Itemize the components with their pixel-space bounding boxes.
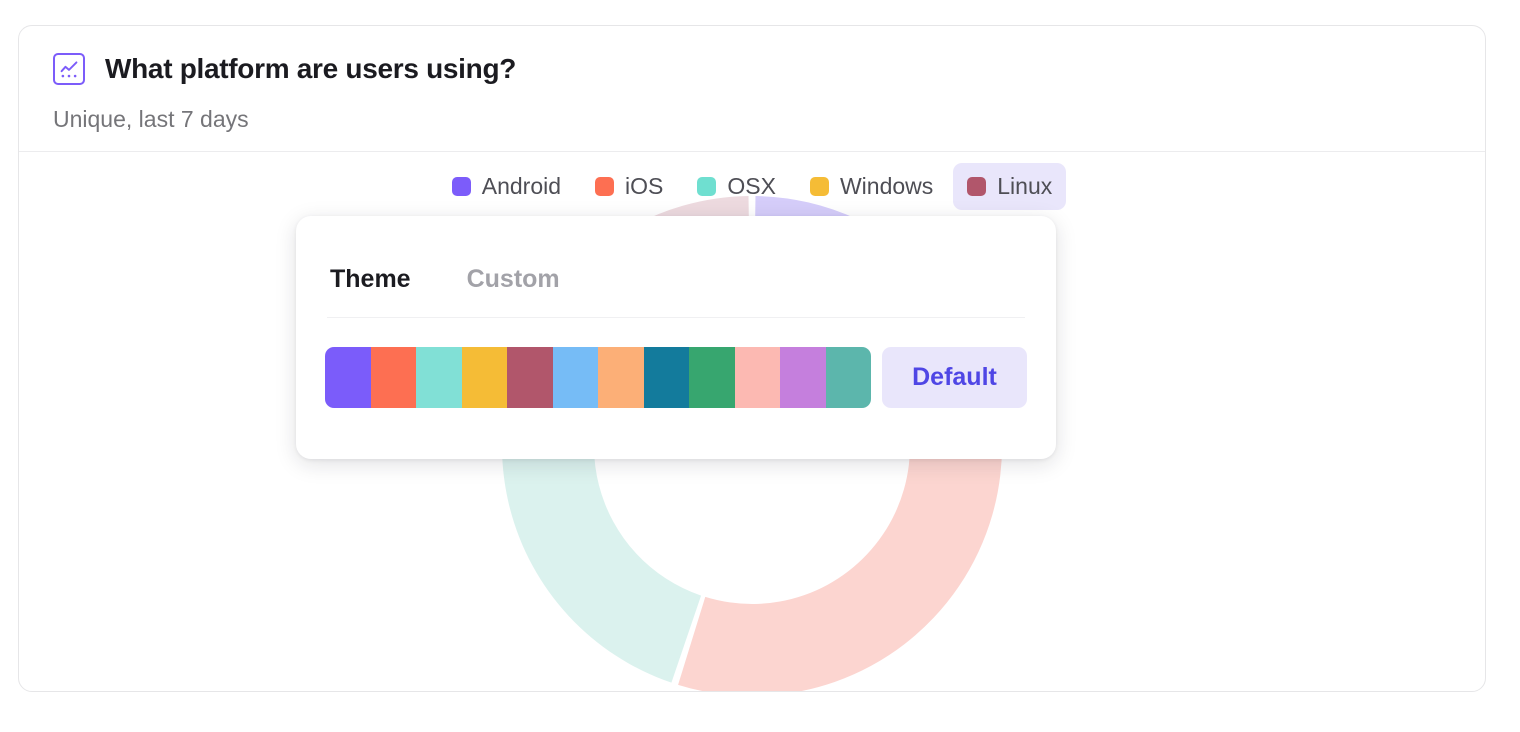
card-header: What platform are users using? Unique, l… <box>19 26 1485 152</box>
legend-item-label: Linux <box>997 173 1053 199</box>
palette-color-0[interactable] <box>325 347 371 408</box>
legend-item-label: Android <box>481 173 562 199</box>
palette-color-2[interactable] <box>416 347 462 408</box>
palette-color-8[interactable] <box>689 347 735 408</box>
palette-color-1[interactable] <box>370 347 416 408</box>
popup-tab-theme[interactable]: Theme <box>330 265 411 293</box>
legend-item-windows[interactable]: Windows <box>796 163 947 210</box>
legend-swatch-icon <box>967 177 987 196</box>
palette-color-9[interactable] <box>734 347 780 408</box>
popup-tab-list: Theme Custom <box>330 265 560 294</box>
legend-swatch-icon <box>451 177 471 196</box>
legend-item-android[interactable]: Android <box>438 163 575 210</box>
palette-color-11[interactable] <box>825 347 871 408</box>
palette-color-10[interactable] <box>780 347 826 408</box>
legend-item-label: OSX <box>727 173 776 199</box>
popup-tab-custom[interactable]: Custom <box>466 265 560 293</box>
legend-item-label: iOS <box>625 173 664 199</box>
legend-item-osx[interactable]: OSX <box>683 163 790 210</box>
card-title-row: What platform are users using? <box>53 53 516 85</box>
palette-color-5[interactable] <box>552 347 598 408</box>
chart-square-icon <box>53 53 85 85</box>
popup-divider <box>327 317 1025 318</box>
default-palette-button[interactable]: Default <box>882 347 1027 408</box>
palette-color-6[interactable] <box>598 347 644 408</box>
legend-item-linux[interactable]: Linux <box>953 163 1067 210</box>
chart-legend: Android iOS OSX Windows Linux <box>19 163 1485 210</box>
legend-item-ios[interactable]: iOS <box>581 163 677 210</box>
palette-color-7[interactable] <box>643 347 689 408</box>
legend-swatch-icon <box>595 177 615 196</box>
palette-color-4[interactable] <box>507 347 553 408</box>
legend-swatch-icon <box>697 177 717 196</box>
palette-swatch-row[interactable] <box>325 347 871 408</box>
popup-body: Default <box>325 347 1027 408</box>
legend-swatch-icon <box>809 177 829 196</box>
theme-picker-popup: Theme Custom Default <box>296 216 1056 459</box>
palette-color-3[interactable] <box>461 347 507 408</box>
legend-item-label: Windows <box>839 173 934 199</box>
page-title: What platform are users using? <box>105 53 517 84</box>
card-subtitle: Unique, last 7 days <box>53 106 249 132</box>
